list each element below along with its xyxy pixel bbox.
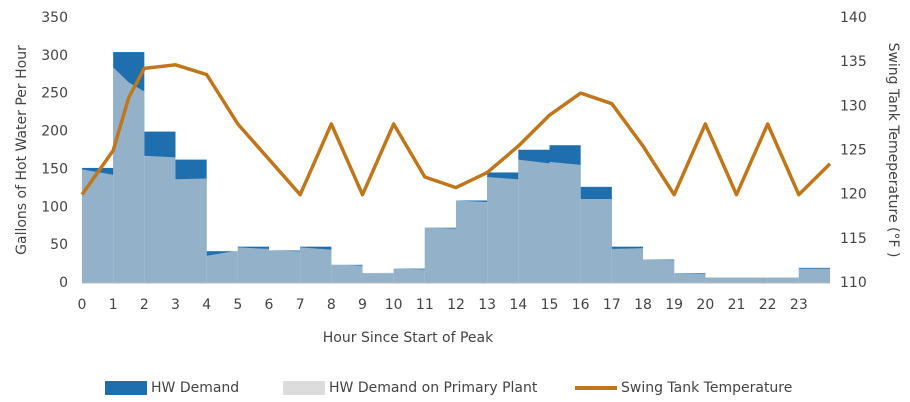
x-tick-label: 16 xyxy=(572,297,590,313)
y2-tick-label: 135 xyxy=(840,54,867,70)
x-tick-label: 9 xyxy=(358,297,367,313)
x-tick-label: 21 xyxy=(728,297,746,313)
x-tick-label: 5 xyxy=(233,297,242,313)
x-tick-label: 1 xyxy=(109,297,118,313)
y2-tick-label: 120 xyxy=(840,187,867,203)
legend-swatch xyxy=(105,381,147,395)
temperature-line xyxy=(80,63,832,197)
y-tick-label: 100 xyxy=(41,199,68,215)
x-tick-label: 13 xyxy=(478,297,496,313)
x-tick-label: 14 xyxy=(509,297,527,313)
x-tick-label: 19 xyxy=(665,297,683,313)
y-axis-title: Gallons of Hot Water Per Hour xyxy=(14,45,30,255)
legend-label: HW Demand on Primary Plant xyxy=(329,380,538,396)
x-tick-label: 23 xyxy=(790,297,808,313)
x-tick-label: 0 xyxy=(78,297,87,313)
y2-tick-label: 110 xyxy=(840,275,867,291)
x-tick-label: 20 xyxy=(696,297,714,313)
x-tick-label: 2 xyxy=(140,297,149,313)
x-tick-label: 17 xyxy=(603,297,621,313)
x-tick-label: 22 xyxy=(759,297,777,313)
x-tick-label: 8 xyxy=(327,297,336,313)
y2-tick-label: 125 xyxy=(840,143,867,159)
y-tick-label: 150 xyxy=(41,161,68,177)
y-tick-label: 200 xyxy=(41,124,68,140)
x-tick-label: 12 xyxy=(447,297,465,313)
y-tick-label: 0 xyxy=(59,275,68,291)
legend-label: HW Demand xyxy=(151,380,239,396)
y2-axis-title: Swing Tank Temeperature (°F ) xyxy=(885,43,901,258)
y-tick-label: 350 xyxy=(41,10,68,26)
x-tick-label: 7 xyxy=(296,297,305,313)
primary-area xyxy=(82,67,830,283)
x-tick-label: 15 xyxy=(541,297,559,313)
y2-tick-label: 130 xyxy=(840,98,867,114)
x-tick-label: 3 xyxy=(171,297,180,313)
y2-tick-label: 140 xyxy=(840,10,867,26)
x-tick-label: 4 xyxy=(202,297,211,313)
y2-tick-label: 115 xyxy=(840,231,867,247)
legend-swatch xyxy=(283,381,325,395)
y-tick-label: 250 xyxy=(41,86,68,102)
x-axis-title: Hour Since Start of Peak xyxy=(323,330,494,346)
x-tick-label: 10 xyxy=(385,297,403,313)
legend-label: Swing Tank Temperature xyxy=(621,380,792,396)
x-tick-label: 11 xyxy=(416,297,434,313)
x-tick-label: 18 xyxy=(634,297,652,313)
y-tick-label: 300 xyxy=(41,48,68,64)
y-tick-label: 50 xyxy=(50,237,68,253)
x-tick-label: 6 xyxy=(265,297,274,313)
